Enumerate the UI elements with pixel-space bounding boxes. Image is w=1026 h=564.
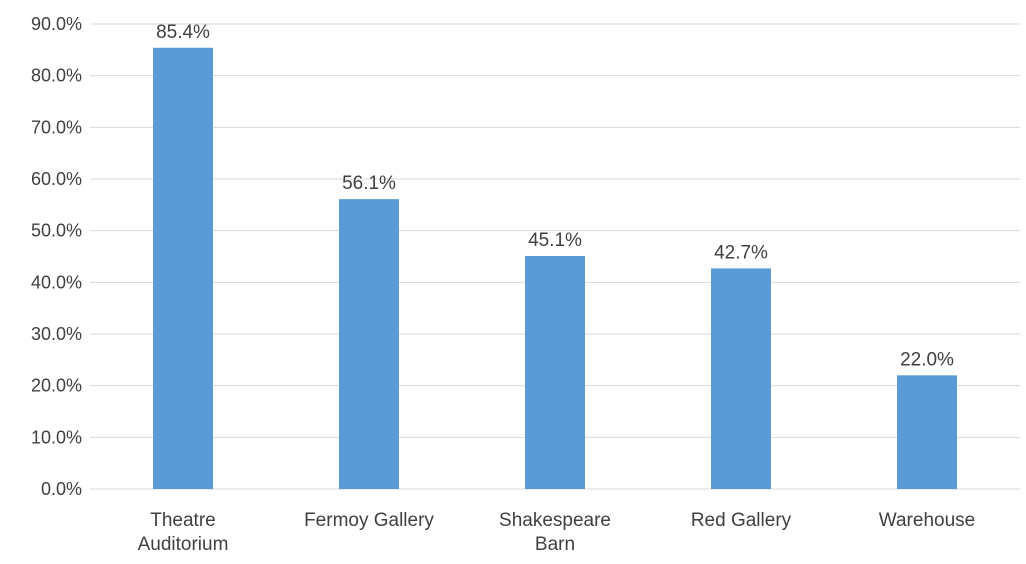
y-tick-label: 0.0% xyxy=(41,479,82,499)
data-label: 56.1% xyxy=(342,173,396,194)
bar xyxy=(525,255,585,489)
y-tick-label: 10.0% xyxy=(31,427,82,447)
bar xyxy=(711,268,771,489)
data-label: 22.0% xyxy=(900,349,954,370)
bar xyxy=(897,375,957,489)
y-tick-label: 50.0% xyxy=(31,221,82,241)
x-tick-label: Warehouse xyxy=(879,510,975,531)
y-axis-tick-labels: 0.0% 10.0% 20.0% 30.0% 40.0% 50.0% 60.0% 70.0% 8… xyxy=(31,14,82,499)
data-label: 45.1% xyxy=(528,230,582,251)
bar xyxy=(153,47,213,490)
x-tick-label: Red Gallery xyxy=(691,510,792,531)
y-tick-label: 70.0% xyxy=(31,117,82,137)
y-tick-label: 40.0% xyxy=(31,272,82,292)
y-tick-label: 20.0% xyxy=(31,376,82,396)
y-tick-label: 30.0% xyxy=(31,324,82,344)
bars xyxy=(153,47,957,490)
y-tick-label: 60.0% xyxy=(31,169,82,189)
x-tick-label: Theatre Auditorium xyxy=(138,510,229,555)
y-tick-label: 80.0% xyxy=(31,66,82,86)
y-tick-label: 90.0% xyxy=(31,14,82,34)
data-label: 42.7% xyxy=(714,242,768,263)
bar xyxy=(339,199,399,489)
x-tick-label: Shakespeare Barn xyxy=(499,510,611,555)
data-label: 85.4% xyxy=(156,22,210,43)
data-labels: 85.4% 56.1% 45.1% 42.7% 22.0% xyxy=(156,22,954,371)
x-tick-label: Fermoy Gallery xyxy=(304,510,434,531)
x-axis-tick-labels: Theatre Auditorium Fermoy Gallery Shakespea… xyxy=(138,510,976,555)
